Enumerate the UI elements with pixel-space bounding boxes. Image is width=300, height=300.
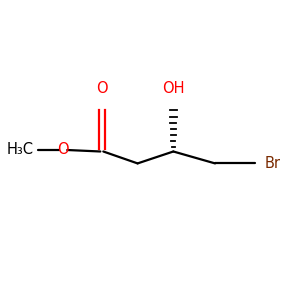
- Text: O: O: [96, 81, 108, 96]
- Text: H₃C: H₃C: [6, 142, 33, 158]
- Text: Br: Br: [264, 156, 280, 171]
- Text: OH: OH: [162, 81, 184, 96]
- Text: O: O: [57, 142, 69, 158]
